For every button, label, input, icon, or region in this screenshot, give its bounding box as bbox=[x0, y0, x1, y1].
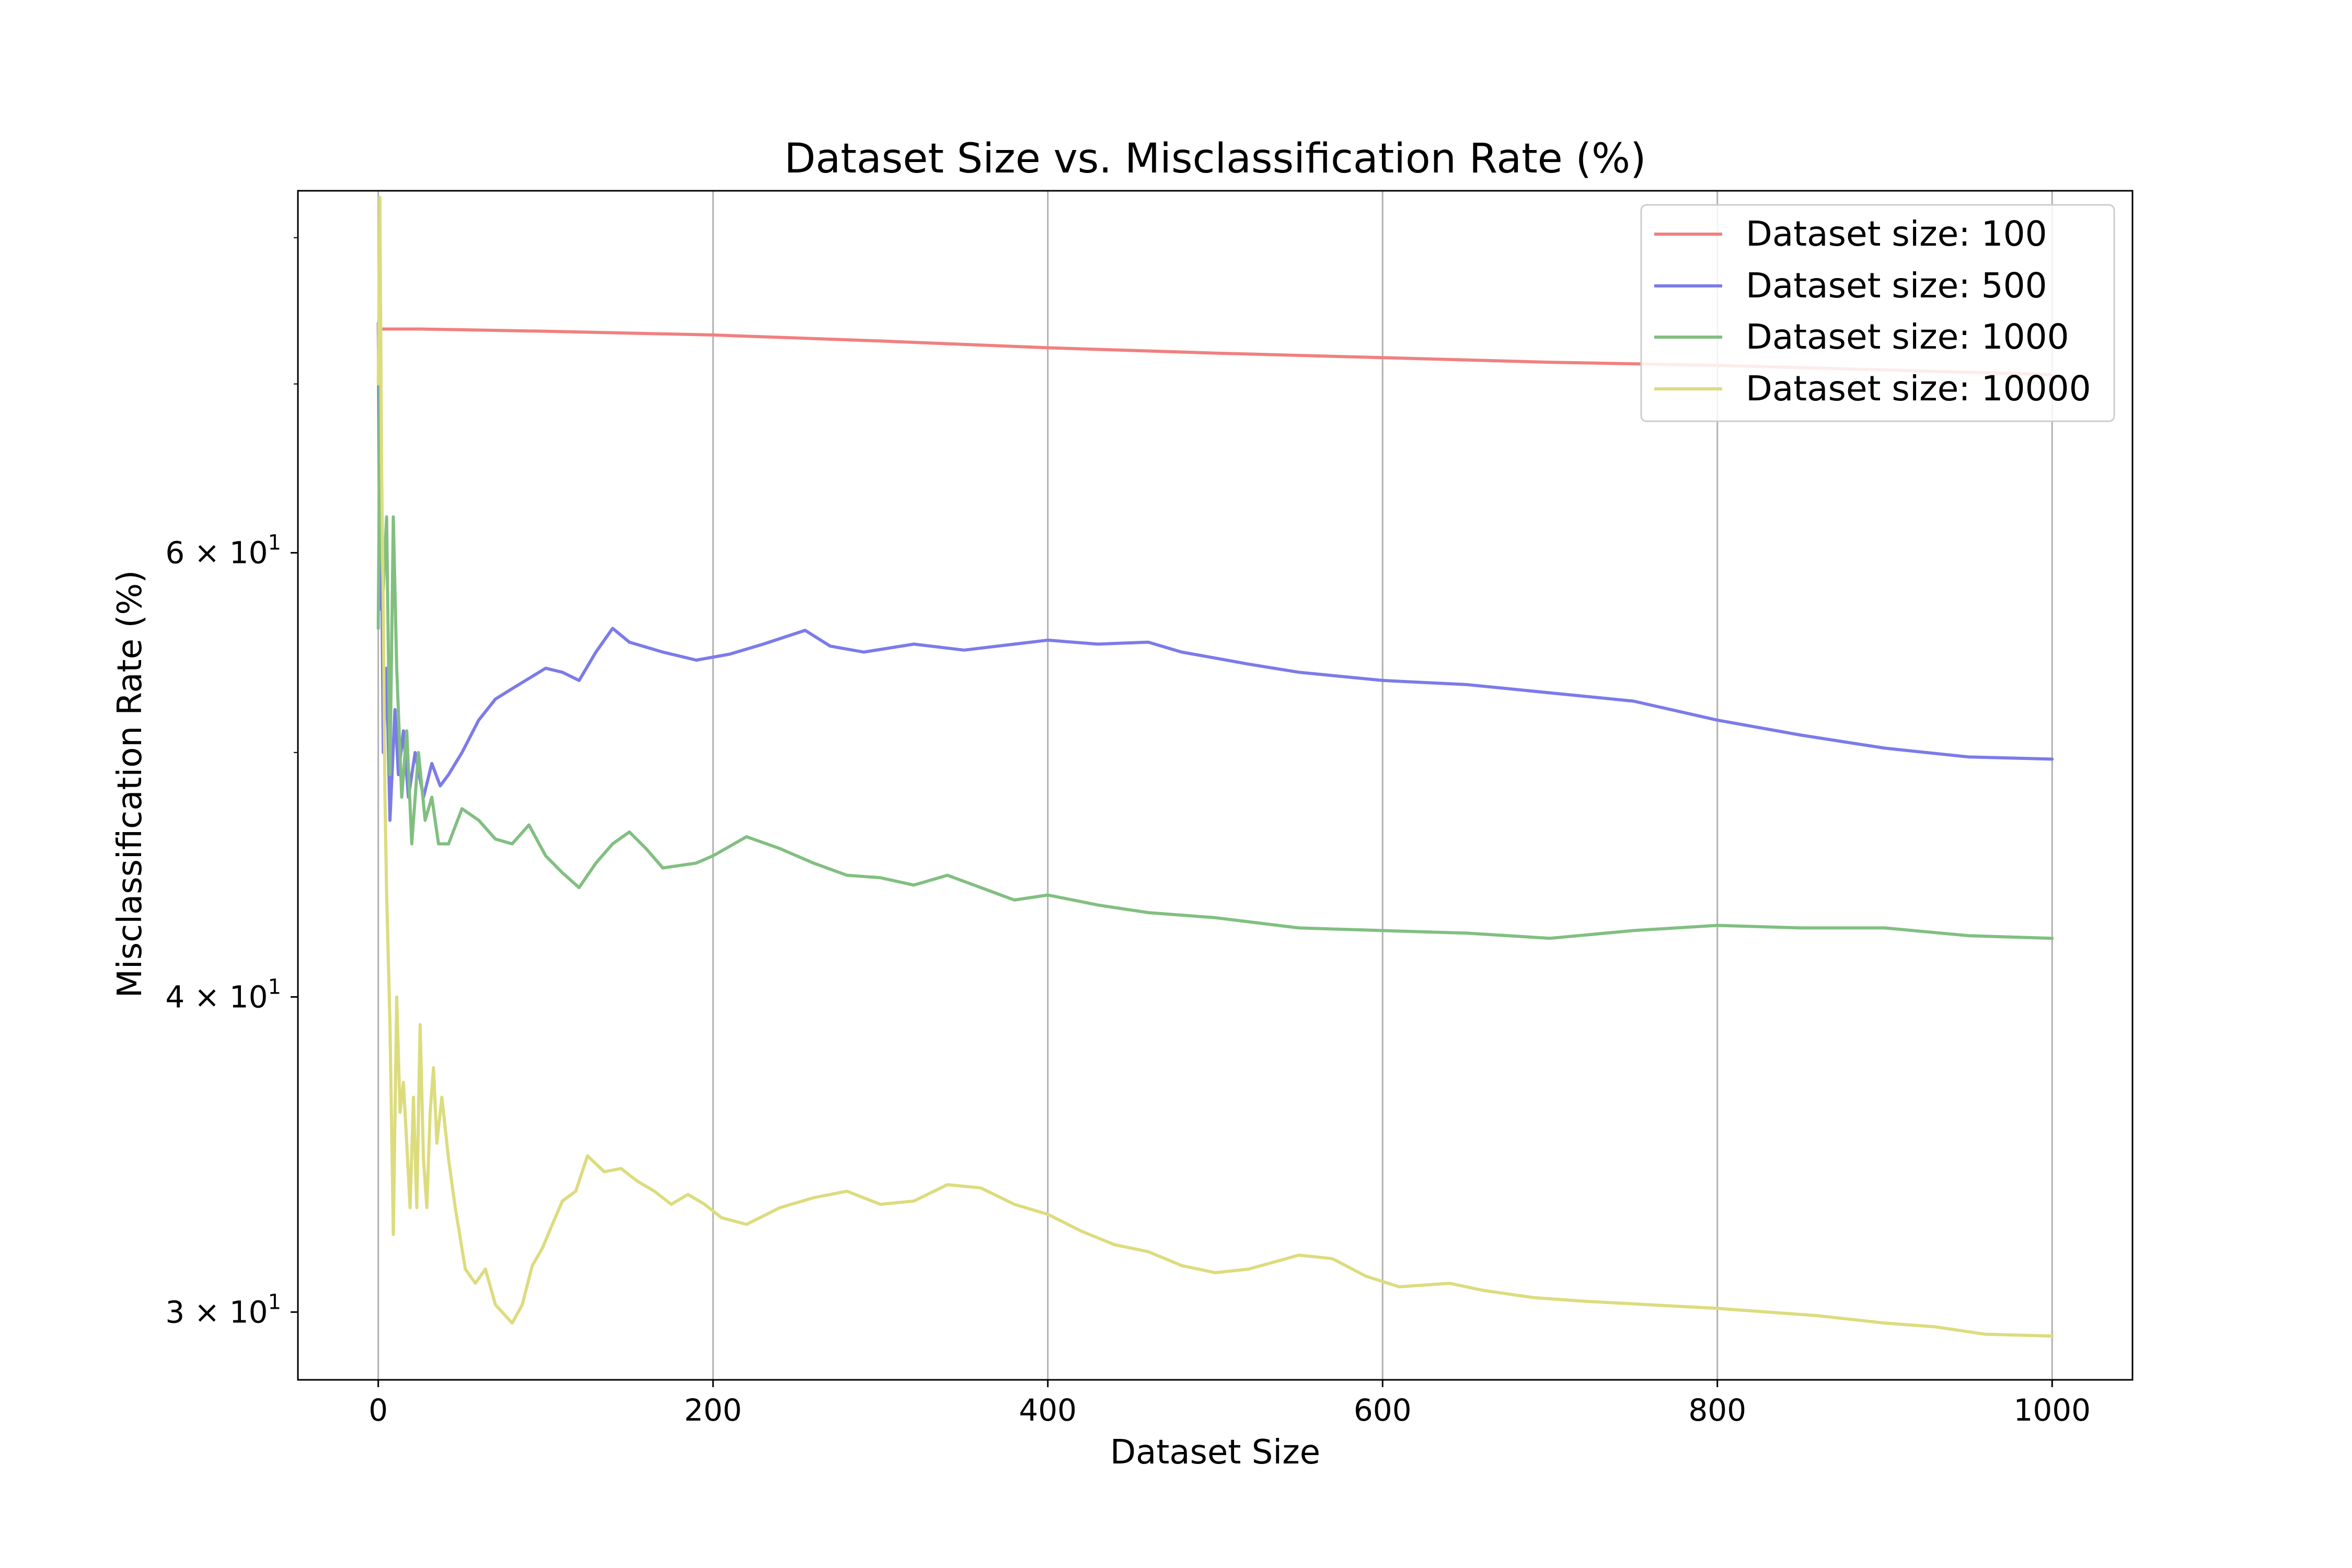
x-tick-label: 600 bbox=[1354, 1392, 1412, 1428]
y-tick-mantissa: 4 bbox=[165, 979, 194, 1014]
x-tick-label: 200 bbox=[684, 1392, 742, 1428]
series-line-10000 bbox=[376, 195, 2054, 1338]
y-tick-base: 10 bbox=[229, 535, 268, 571]
legend-label-1000: Dataset size: 1000 bbox=[1746, 317, 2069, 357]
plot-area bbox=[297, 190, 2134, 1381]
y-tick-times: × bbox=[194, 979, 229, 1014]
y-axis-label: Misclassification Rate (%) bbox=[111, 570, 149, 998]
y-tick-mantissa: 6 bbox=[165, 535, 194, 571]
y-tick-exponent: 1 bbox=[268, 531, 281, 555]
legend-label-10000: Dataset size: 10000 bbox=[1746, 368, 2091, 409]
legend-box bbox=[1640, 204, 2115, 422]
chart-title: Dataset Size vs. Misclassification Rate … bbox=[784, 135, 1646, 182]
x-tick-label: 1000 bbox=[2013, 1392, 2091, 1428]
y-tick-base: 10 bbox=[229, 1294, 268, 1330]
series-line-1000 bbox=[376, 382, 2054, 940]
y-tick-label: 6 × 101 bbox=[165, 531, 281, 571]
x-tick-label: 0 bbox=[368, 1392, 388, 1428]
y-tick-base: 10 bbox=[229, 979, 268, 1014]
y-tick-exponent: 1 bbox=[268, 975, 281, 999]
legend-label-100: Dataset size: 100 bbox=[1746, 214, 2047, 254]
y-tick-exponent: 1 bbox=[268, 1290, 281, 1314]
series-line-500 bbox=[376, 321, 2054, 822]
x-tick-label: 400 bbox=[1019, 1392, 1077, 1428]
y-tick-times: × bbox=[194, 1294, 229, 1330]
y-tick-times: × bbox=[194, 535, 229, 571]
legend: Dataset size: 100 Dataset size: 500 Data… bbox=[1640, 204, 2115, 422]
y-tick-mantissa: 3 bbox=[165, 1294, 194, 1330]
x-axis-label: Dataset Size bbox=[1110, 1433, 1320, 1472]
y-tick-label: 4 × 101 bbox=[165, 975, 281, 1014]
x-axis: 0 200 400 600 800 1000 bbox=[368, 1380, 2091, 1428]
y-tick-label: 3 × 101 bbox=[165, 1290, 281, 1330]
x-tick-label: 800 bbox=[1688, 1392, 1746, 1428]
legend-label-500: Dataset size: 500 bbox=[1746, 266, 2047, 306]
